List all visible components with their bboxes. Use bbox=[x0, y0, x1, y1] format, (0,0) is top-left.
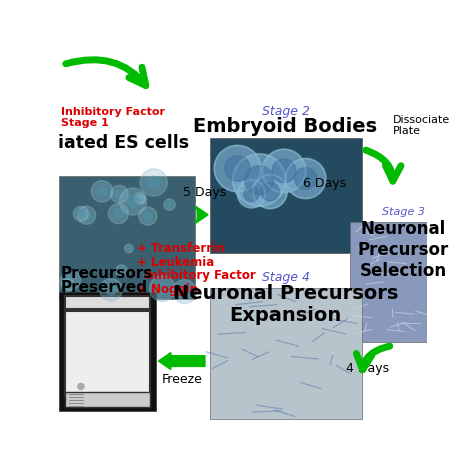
FancyArrow shape bbox=[158, 353, 205, 370]
Text: Stage 2: Stage 2 bbox=[262, 105, 310, 118]
Circle shape bbox=[272, 159, 296, 182]
Text: Neuronal
Precursor
Selection: Neuronal Precursor Selection bbox=[358, 220, 449, 280]
Circle shape bbox=[110, 185, 128, 203]
Bar bbox=[59, 292, 156, 411]
Bar bbox=[65, 296, 150, 310]
Text: Inhibitory Factor: Inhibitory Factor bbox=[137, 269, 255, 283]
Circle shape bbox=[140, 169, 167, 196]
Circle shape bbox=[127, 246, 131, 250]
Text: + Transferrin: + Transferrin bbox=[137, 242, 224, 255]
Circle shape bbox=[82, 211, 91, 219]
Circle shape bbox=[106, 285, 116, 295]
Circle shape bbox=[244, 186, 259, 201]
Bar bbox=[210, 288, 362, 419]
Circle shape bbox=[78, 210, 84, 217]
Circle shape bbox=[156, 283, 168, 294]
Text: Dissociate
Plate: Dissociate Plate bbox=[392, 115, 450, 136]
Circle shape bbox=[164, 199, 175, 210]
Circle shape bbox=[237, 180, 265, 208]
Circle shape bbox=[253, 175, 287, 209]
Circle shape bbox=[262, 149, 306, 192]
Text: Embryoid Bodies: Embryoid Bodies bbox=[193, 117, 378, 136]
Circle shape bbox=[295, 167, 317, 190]
Text: 6 Days: 6 Days bbox=[303, 177, 346, 191]
Text: Preserved: Preserved bbox=[61, 280, 148, 295]
Circle shape bbox=[116, 190, 123, 198]
Text: 4 Days: 4 Days bbox=[346, 362, 389, 375]
Circle shape bbox=[66, 276, 75, 284]
Circle shape bbox=[73, 206, 89, 221]
Text: + Noggin: + Noggin bbox=[137, 283, 198, 296]
Circle shape bbox=[64, 282, 71, 288]
Circle shape bbox=[125, 244, 133, 253]
Circle shape bbox=[61, 279, 74, 292]
Bar bbox=[350, 222, 427, 342]
Circle shape bbox=[147, 176, 160, 189]
Circle shape bbox=[144, 212, 152, 220]
Circle shape bbox=[233, 154, 285, 206]
Bar bbox=[65, 392, 150, 407]
Circle shape bbox=[109, 204, 128, 224]
Circle shape bbox=[179, 286, 190, 297]
Circle shape bbox=[78, 383, 84, 390]
Circle shape bbox=[134, 193, 145, 203]
Text: Precursors: Precursors bbox=[61, 266, 153, 282]
Circle shape bbox=[139, 198, 143, 202]
Circle shape bbox=[261, 182, 280, 201]
Text: Neuronal Precursors
Expansion: Neuronal Precursors Expansion bbox=[173, 284, 398, 325]
Circle shape bbox=[214, 146, 261, 191]
Circle shape bbox=[137, 195, 146, 204]
Circle shape bbox=[167, 202, 172, 207]
Text: Stage 3: Stage 3 bbox=[382, 207, 425, 217]
Text: Stage 4: Stage 4 bbox=[262, 271, 310, 284]
Text: Stage 1: Stage 1 bbox=[61, 118, 109, 128]
Text: Inhibitory Factor: Inhibitory Factor bbox=[61, 107, 165, 117]
Circle shape bbox=[114, 209, 123, 218]
Circle shape bbox=[61, 270, 81, 290]
Bar bbox=[59, 176, 195, 300]
Circle shape bbox=[119, 268, 124, 273]
Bar bbox=[210, 138, 362, 253]
Circle shape bbox=[100, 279, 122, 301]
Circle shape bbox=[116, 265, 128, 277]
Text: Freeze: Freeze bbox=[161, 373, 202, 385]
Text: 5 Days: 5 Days bbox=[183, 186, 227, 200]
Circle shape bbox=[245, 166, 273, 194]
Circle shape bbox=[139, 207, 157, 225]
Circle shape bbox=[77, 206, 96, 224]
Circle shape bbox=[119, 188, 146, 215]
Circle shape bbox=[285, 158, 326, 199]
Circle shape bbox=[149, 276, 175, 301]
Circle shape bbox=[137, 196, 142, 201]
Bar bbox=[65, 311, 150, 396]
Circle shape bbox=[127, 195, 139, 208]
Circle shape bbox=[173, 280, 197, 303]
Circle shape bbox=[225, 156, 250, 181]
Circle shape bbox=[91, 181, 113, 202]
Text: iated ES cells: iated ES cells bbox=[58, 134, 189, 152]
Text: + Leukemia: + Leukemia bbox=[137, 255, 214, 269]
Circle shape bbox=[97, 187, 107, 196]
FancyArrow shape bbox=[196, 206, 208, 223]
